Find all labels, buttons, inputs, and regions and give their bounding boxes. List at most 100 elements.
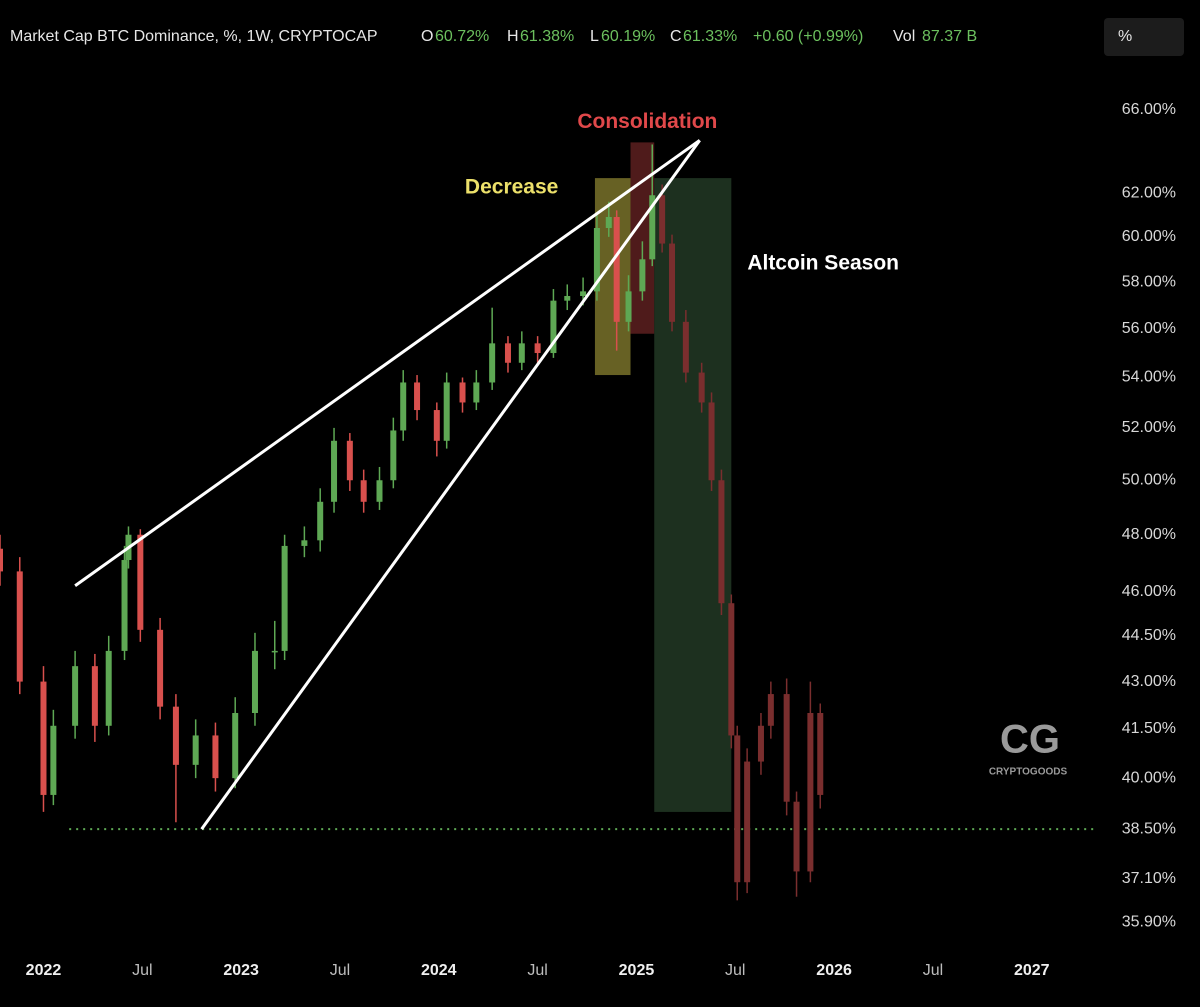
candle-body (91, 666, 98, 726)
candle-body (669, 243, 676, 322)
candle-body (251, 650, 258, 714)
candle-body (734, 735, 741, 883)
candle-body (682, 321, 689, 373)
candle-body (718, 480, 725, 604)
candle-body (121, 560, 128, 651)
candle-body (376, 480, 383, 502)
candle-body (489, 343, 496, 383)
y-tick-label: 48.00% (1122, 526, 1176, 543)
zone (630, 142, 655, 334)
candle-body (433, 410, 440, 441)
candle-body (605, 216, 612, 228)
y-tick-label: 50.00% (1122, 471, 1176, 488)
candle-body (757, 725, 764, 762)
candle-body (443, 382, 450, 441)
x-tick-label: 2022 (26, 962, 62, 979)
y-tick-label: 46.00% (1122, 583, 1176, 600)
y-tick-label: 62.00% (1122, 184, 1176, 201)
candle-body (518, 343, 525, 363)
candle-body (72, 666, 79, 726)
close-value: 61.33% (683, 28, 737, 45)
open-label: O (421, 28, 433, 45)
candle-body (137, 534, 144, 630)
candle-body (212, 735, 219, 779)
candle-body (414, 382, 421, 411)
candle-body (783, 694, 790, 802)
y-tick-label: 44.50% (1122, 627, 1176, 644)
scale-button[interactable] (1104, 18, 1184, 56)
candle-body (172, 706, 179, 765)
trend-line (74, 139, 701, 587)
zone-label: Consolidation (577, 110, 717, 133)
candle-body (793, 801, 800, 872)
candle-body (593, 227, 600, 292)
x-tick-label: 2027 (1014, 962, 1050, 979)
y-tick-label: 60.00% (1122, 228, 1176, 245)
watermark-logo: CG (1000, 718, 1060, 762)
high-value: 61.38% (520, 28, 574, 45)
candle-body (659, 195, 666, 244)
low-value: 60.19% (601, 28, 655, 45)
candle-body (105, 650, 112, 726)
y-tick-label: 37.10% (1122, 870, 1176, 887)
candle-body (317, 501, 324, 541)
y-tick-label: 43.00% (1122, 673, 1176, 690)
header: Market Cap BTC Dominance, %, 1W, CRYPTOC… (10, 28, 977, 45)
y-tick-label: 66.00% (1122, 101, 1176, 118)
high-label: H (507, 28, 519, 45)
candle-body (473, 382, 480, 403)
close-label: C (670, 28, 682, 45)
symbol-title: Market Cap BTC Dominance, %, 1W, CRYPTOC… (10, 28, 378, 45)
low-label: L (590, 28, 599, 45)
scale-button-label[interactable]: % (1118, 28, 1132, 45)
vol-label: Vol (893, 28, 915, 45)
x-tick-label: 2024 (421, 962, 457, 979)
open-value: 60.72% (435, 28, 489, 45)
zone-label: Altcoin Season (747, 252, 899, 275)
candle-body (157, 629, 164, 707)
candle-body (459, 382, 466, 403)
y-tick-label: 58.00% (1122, 273, 1176, 290)
candle-body (613, 216, 620, 322)
y-tick-label: 52.00% (1122, 419, 1176, 436)
candle-body (649, 195, 656, 260)
change-value: +0.60 (+0.99%) (753, 28, 863, 45)
candle-body (360, 480, 367, 502)
candle-body (281, 545, 288, 651)
candle-body (807, 713, 814, 872)
candle-body (728, 603, 735, 736)
candle-body (817, 713, 824, 795)
y-tick-label: 38.50% (1122, 820, 1176, 837)
candle-body (346, 440, 353, 481)
x-tick-label: Jul (725, 962, 745, 979)
candle-body (16, 571, 23, 682)
watermark: CG CRYPTOGOODS (989, 718, 1068, 778)
candle-body (301, 540, 308, 546)
y-tick-label: 41.50% (1122, 720, 1176, 737)
watermark-text: CRYPTOGOODS (989, 767, 1068, 778)
x-tick-label: Jul (132, 962, 152, 979)
x-tick-label: Jul (527, 962, 547, 979)
zone-label: Decrease (465, 176, 558, 199)
candle-body (390, 430, 397, 481)
candle-body (698, 372, 705, 403)
x-tick-label: 2026 (816, 962, 852, 979)
candle-body (744, 761, 751, 883)
candle-body (331, 440, 338, 502)
candle-body (580, 291, 587, 297)
candle-body (400, 382, 407, 431)
candle-body (50, 725, 57, 795)
x-tick-label: 2023 (223, 962, 259, 979)
candle-body (504, 343, 511, 363)
y-tick-label: 40.00% (1122, 769, 1176, 786)
candle-body (564, 296, 571, 301)
trend-line (200, 139, 701, 831)
candle-body (232, 713, 239, 779)
candle-body (40, 681, 47, 795)
candle-body (192, 735, 199, 765)
candle-body (639, 259, 646, 292)
candle-body (625, 291, 632, 322)
y-tick-label: 56.00% (1122, 320, 1176, 337)
